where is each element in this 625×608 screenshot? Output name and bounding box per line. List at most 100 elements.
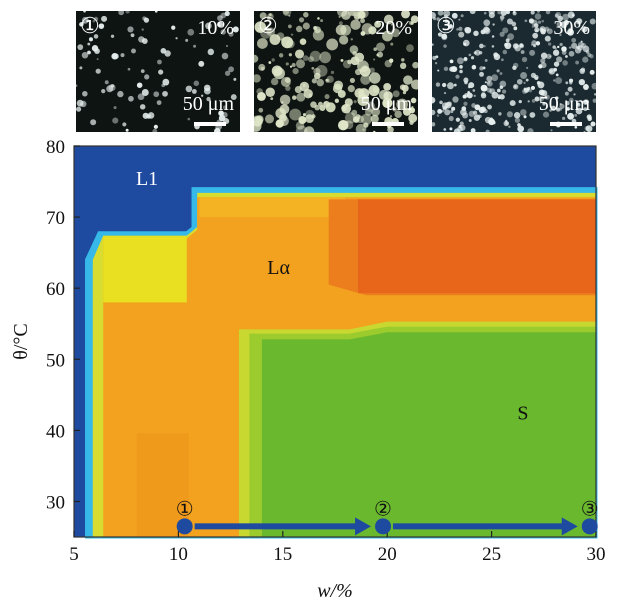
crystal-dot xyxy=(358,11,369,19)
crystal-dot xyxy=(382,30,393,42)
crystal-dot xyxy=(469,11,476,15)
crystal-dot xyxy=(441,102,449,110)
crystal-dot xyxy=(443,91,447,95)
crystal-dot xyxy=(96,58,99,61)
crystal-dot xyxy=(567,112,575,120)
crystal-dot xyxy=(228,66,235,73)
crystal-dot xyxy=(565,81,569,85)
crystal-dot xyxy=(305,114,314,124)
crystal-dot xyxy=(592,98,596,103)
crystal-dot xyxy=(526,88,530,92)
crystal-dot xyxy=(574,113,578,117)
y-tick-label: 30 xyxy=(46,492,65,513)
crystal-dot xyxy=(557,45,560,49)
crystal-dot xyxy=(473,94,476,97)
micrograph-image xyxy=(76,11,240,132)
crystal-dot xyxy=(299,81,310,92)
crystal-dot xyxy=(553,61,560,67)
crystal-dot xyxy=(371,107,381,117)
crystal-dot xyxy=(220,29,226,35)
crystal-dot xyxy=(544,35,551,42)
crystal-dot xyxy=(437,69,440,72)
crystal-dot xyxy=(538,89,545,96)
crystal-dot xyxy=(258,107,264,113)
crystal-dot xyxy=(156,100,162,106)
crystal-dot xyxy=(271,65,283,77)
crystal-dot xyxy=(324,94,330,100)
path-point-label: ③ xyxy=(581,498,599,520)
crystal-dot xyxy=(437,108,443,114)
crystal-dot xyxy=(110,34,115,38)
crystal-dot xyxy=(222,112,228,118)
crystal-dot xyxy=(279,104,290,115)
crystal-dot xyxy=(580,40,583,43)
crystal-dot xyxy=(370,114,379,123)
crystal-dot xyxy=(486,75,493,82)
crystal-dot xyxy=(278,53,284,58)
crystal-dot xyxy=(111,53,118,60)
crystal-dot xyxy=(593,93,596,96)
crystal-dot xyxy=(505,121,509,125)
scale-label: 50 μm xyxy=(360,93,412,115)
crystal-dot xyxy=(531,99,536,103)
crystal-dot xyxy=(288,53,292,57)
crystal-dot xyxy=(259,12,267,20)
crystal-dot xyxy=(140,69,145,74)
crystal-dot xyxy=(254,54,259,63)
crystal-dot xyxy=(484,58,488,62)
crystal-dot xyxy=(193,80,200,87)
micrograph-percent: 10% xyxy=(197,17,234,39)
crystal-dot xyxy=(303,88,313,99)
crystal-dot xyxy=(347,85,355,93)
crystal-dot xyxy=(480,92,487,99)
crystal-dot xyxy=(449,127,453,131)
crystal-dot xyxy=(389,115,393,118)
crystal-dot xyxy=(589,54,594,59)
crystal-dot xyxy=(314,104,320,111)
crystal-dot xyxy=(456,28,459,31)
micrograph-number: ① xyxy=(80,13,100,38)
y-tick-label: 80 xyxy=(46,137,65,158)
crystal-dot xyxy=(323,101,327,105)
crystal-dot xyxy=(281,36,294,49)
crystal-dot xyxy=(187,28,195,36)
crystal-dot xyxy=(488,11,495,19)
crystal-dot xyxy=(295,25,303,33)
crystal-dot xyxy=(499,31,505,37)
crystal-dot xyxy=(361,113,373,125)
crystal-dot xyxy=(77,44,84,51)
crystal-dot xyxy=(203,84,211,92)
crystal-dot xyxy=(521,56,528,63)
crystal-dot xyxy=(556,107,559,111)
micrograph-image xyxy=(432,11,596,132)
crystal-dot xyxy=(337,89,346,98)
crystal-dot xyxy=(137,93,145,101)
crystal-dot xyxy=(185,38,189,42)
crystal-dot xyxy=(87,42,91,46)
crystal-dot xyxy=(470,56,475,60)
crystal-dot xyxy=(92,20,95,23)
crystal-dot xyxy=(402,107,412,116)
crystal-dot xyxy=(542,101,546,105)
crystal-dot xyxy=(390,42,394,46)
crystal-dot xyxy=(585,50,590,54)
crystal-dot xyxy=(175,37,178,40)
crystal-dot xyxy=(552,45,556,49)
scale-bar xyxy=(372,122,404,126)
crystal-dot xyxy=(444,19,449,23)
crystal-dot xyxy=(315,65,328,77)
crystal-dot xyxy=(499,72,503,75)
crystal-dot xyxy=(514,44,521,52)
crystal-dot xyxy=(349,45,359,54)
crystal-dot xyxy=(369,67,375,74)
crystal-dot xyxy=(589,69,595,75)
crystal-dot xyxy=(472,89,476,92)
crystal-dot xyxy=(458,31,465,38)
crystal-dot xyxy=(432,43,434,46)
crystal-dot xyxy=(580,67,586,72)
crystal-dot xyxy=(325,78,330,83)
scale-bar xyxy=(550,122,582,126)
crystal-dot xyxy=(522,88,528,94)
crystal-dot xyxy=(493,52,499,58)
crystal-dot xyxy=(568,27,574,33)
